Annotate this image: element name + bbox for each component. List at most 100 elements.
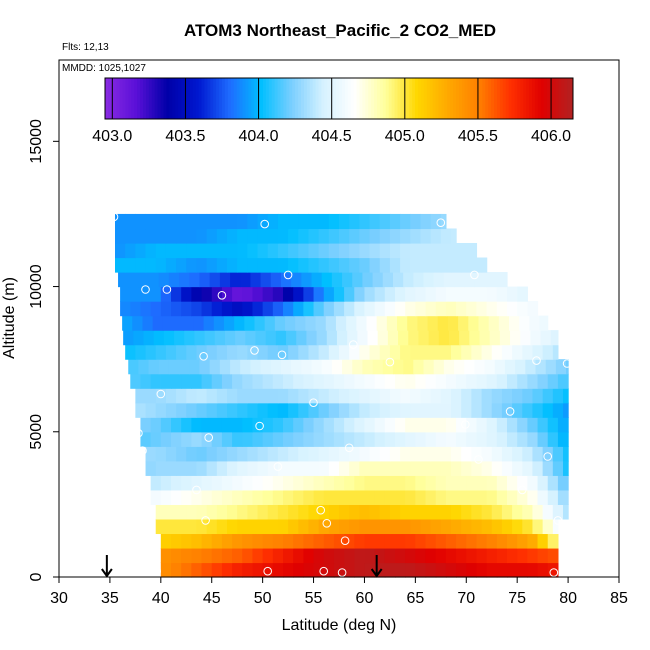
sample-point (255, 421, 264, 431)
heatmap-cell (303, 286, 315, 302)
colorbar-swatch (564, 78, 568, 119)
heatmap-cell (308, 257, 320, 273)
heatmap-cell (155, 213, 167, 230)
heatmap-cell (247, 242, 259, 259)
colorbar-swatch (470, 78, 475, 119)
heatmap-cell (374, 431, 386, 447)
heatmap-cell (267, 402, 279, 418)
heatmap-cell (471, 402, 483, 418)
heatmap-cell (318, 344, 330, 360)
colorbar-swatch (543, 78, 548, 119)
heatmap-cell (315, 315, 327, 331)
heatmap-cell (196, 446, 208, 462)
colorbar-swatch (532, 78, 536, 119)
heatmap-cell (384, 431, 396, 447)
colorbar-swatch (415, 78, 419, 119)
heatmap-cell (135, 257, 147, 273)
colorbar-swatch (479, 78, 483, 119)
colorbar-swatch (447, 78, 451, 119)
x-axis: 30 35 40 45 50 55 60 65 70 75 80 85 (50, 577, 628, 607)
heatmap-cell (369, 446, 381, 462)
heatmap-cell (283, 431, 294, 447)
heatmap-cell (512, 388, 523, 404)
heatmap-cell (153, 330, 165, 346)
heatmap-cell (435, 562, 447, 578)
heatmap-cell (410, 504, 422, 520)
heatmap-cell (349, 344, 360, 360)
heatmap-cell (415, 562, 427, 578)
colorbar-swatch (438, 78, 442, 119)
heatmap-cell (165, 518, 177, 535)
heatmap-cell (165, 446, 177, 462)
heatmap-cell (237, 257, 248, 273)
heatmap-cell (313, 475, 325, 491)
heatmap-cell (415, 286, 427, 302)
heatmap-cell (552, 446, 564, 462)
heatmap-cell (356, 315, 368, 331)
heatmap-cell (272, 417, 284, 433)
heatmap-cell (456, 533, 467, 549)
heatmap-cell (148, 272, 160, 288)
x-tick-label: 70 (457, 590, 475, 607)
heatmap-cell (313, 489, 325, 505)
heatmap-cell (247, 344, 259, 360)
heatmap-cell (486, 489, 498, 505)
heatmap-cell (125, 257, 136, 273)
heatmap-cell (440, 388, 452, 404)
heatmap-cell (318, 460, 330, 476)
heatmap-cell (265, 330, 277, 346)
heatmap-cell (433, 359, 445, 375)
heatmap-cell (389, 504, 401, 520)
heatmap-cell (181, 533, 192, 549)
heatmap-cell (547, 417, 559, 433)
heatmap-cell (357, 330, 369, 346)
heatmap-cell (191, 489, 203, 505)
heatmap-cell (527, 431, 539, 447)
heatmap-cell (308, 388, 320, 404)
heatmap-cell (440, 257, 452, 273)
heatmap-cell (395, 431, 406, 447)
heatmap-cell (488, 315, 500, 331)
heatmap-cell (563, 504, 569, 520)
heatmap-cell (216, 460, 228, 476)
heatmap-cell (529, 315, 541, 331)
heatmap-cell (191, 431, 203, 447)
x-tick-label: 65 (406, 590, 424, 607)
heatmap-cell (468, 315, 480, 331)
heatmap-cell (313, 417, 325, 433)
heatmap-cell (364, 301, 376, 317)
heatmap-cell (435, 286, 447, 302)
heatmap-cell (379, 344, 391, 360)
heatmap-cell (547, 475, 559, 491)
heatmap-cell (155, 460, 167, 476)
heatmap-cell (321, 272, 333, 288)
heatmap-cell (430, 242, 442, 259)
heatmap-cell (328, 213, 340, 230)
colorbar-swatch (508, 78, 513, 119)
heatmap-cell (130, 286, 142, 302)
heatmap-cell (160, 417, 172, 433)
heatmap-cell (181, 562, 192, 578)
heatmap-cell (181, 547, 192, 564)
heatmap-cell (165, 504, 177, 520)
heatmap-cell (298, 504, 310, 520)
heatmap-cell (486, 547, 498, 564)
heatmap-cell (522, 388, 534, 404)
colorbar-swatch (344, 78, 349, 119)
heatmap-cell (267, 228, 279, 244)
heatmap-cell (280, 272, 292, 288)
heatmap-cell (379, 446, 391, 462)
colorbar-swatch (458, 78, 463, 119)
heatmap-cell (481, 344, 493, 360)
heatmap-cell (277, 257, 289, 273)
heatmap-cell (410, 228, 422, 244)
plot-frame (58, 59, 620, 578)
heatmap-cell (176, 504, 187, 520)
x-tick-label: 75 (508, 590, 526, 607)
colorbar-swatch (122, 78, 126, 119)
heatmap-cell (242, 417, 254, 433)
colorbar-swatch (517, 78, 521, 119)
heatmap-cell (211, 417, 223, 433)
heatmap-cell (186, 460, 198, 476)
heatmap-cell (420, 446, 432, 462)
